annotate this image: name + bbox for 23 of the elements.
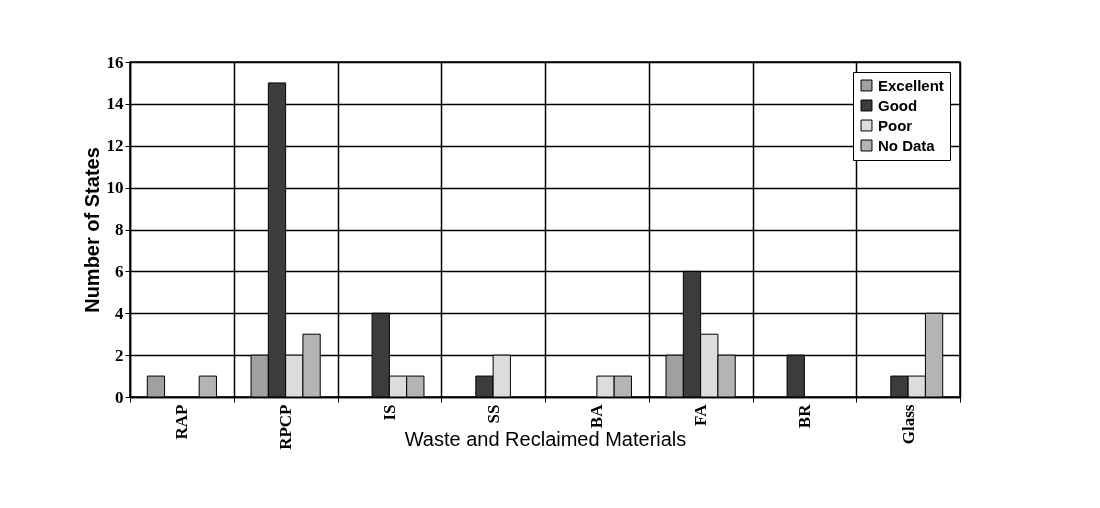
x-axis-title: Waste and Reclaimed Materials bbox=[404, 427, 687, 450]
y-tick-label: 14 bbox=[106, 94, 124, 114]
x-tick-label: FA bbox=[691, 403, 711, 426]
y-tick-label: 10 bbox=[106, 178, 124, 198]
x-tick-label: BA bbox=[587, 403, 607, 429]
legend-label: Poor bbox=[878, 116, 913, 134]
y-tick-label: 16 bbox=[106, 52, 124, 72]
x-tick-label: RAP bbox=[172, 404, 192, 440]
x-tick-label: SS bbox=[483, 404, 503, 424]
y-tick-label: 0 bbox=[115, 387, 124, 407]
legend-label: Excellent bbox=[878, 76, 944, 94]
y-tick-label: 4 bbox=[115, 303, 124, 323]
y-tick-label: 6 bbox=[115, 261, 124, 281]
y-axis-title: Number of States bbox=[80, 147, 103, 313]
legend-label: No Data bbox=[878, 136, 936, 154]
y-tick-label: 12 bbox=[106, 136, 124, 156]
x-tick-label: BR bbox=[794, 403, 814, 429]
x-tick-label: RPCP bbox=[276, 404, 296, 450]
x-tick-label: IS bbox=[379, 404, 399, 421]
x-tick-label: Glass bbox=[898, 404, 918, 445]
y-tick-label: 2 bbox=[115, 345, 124, 365]
legend-label: Good bbox=[878, 96, 918, 114]
y-tick-label: 8 bbox=[115, 220, 124, 239]
